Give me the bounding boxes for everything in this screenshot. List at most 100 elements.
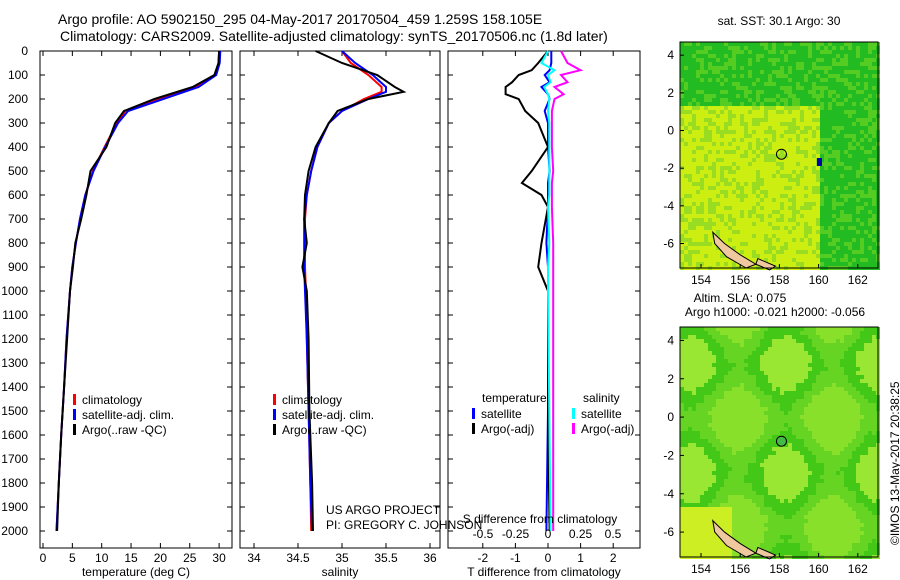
map-pixel xyxy=(684,463,688,467)
map-pixel xyxy=(816,459,820,463)
map-pixel xyxy=(872,142,876,146)
map-pixel xyxy=(832,50,836,54)
map-pixel xyxy=(728,327,732,331)
map-pixel xyxy=(708,214,712,218)
map-pixel xyxy=(828,166,832,170)
map-pixel xyxy=(712,70,716,74)
map-pixel xyxy=(748,70,752,74)
map-pixel xyxy=(740,66,744,70)
map-pixel xyxy=(788,166,792,170)
map-pixel xyxy=(820,238,824,242)
map-pixel xyxy=(728,335,732,339)
map-pixel xyxy=(820,122,824,126)
map-pixel xyxy=(708,202,712,206)
map-pixel xyxy=(736,475,740,479)
map-pixel xyxy=(732,419,736,423)
map-pixel xyxy=(856,447,860,451)
map-pixel xyxy=(724,66,728,70)
map-pixel xyxy=(708,234,712,238)
map-pixel xyxy=(808,154,812,158)
map-pixel xyxy=(872,222,876,226)
map-pixel xyxy=(732,70,736,74)
map-pixel xyxy=(836,411,840,415)
map-pixel xyxy=(812,198,816,202)
map-pixel xyxy=(692,70,696,74)
map-pixel xyxy=(840,327,844,331)
map-pixel xyxy=(692,54,696,58)
map-pixel xyxy=(828,391,832,395)
map-pixel xyxy=(840,254,844,258)
map-pixel xyxy=(720,379,724,383)
map-pixel xyxy=(736,471,740,475)
map-pixel xyxy=(728,423,732,427)
map-pixel xyxy=(792,198,796,202)
map-pixel xyxy=(828,367,832,371)
map-pixel xyxy=(796,395,800,399)
map-pixel xyxy=(828,258,832,262)
map-pixel xyxy=(780,407,784,411)
map-pixel xyxy=(820,138,824,142)
map-pixel xyxy=(716,459,720,463)
map-pixel xyxy=(856,407,860,411)
map-pixel xyxy=(696,439,700,443)
map-pixel xyxy=(816,146,820,150)
map-pixel xyxy=(788,258,792,262)
map-pixel xyxy=(872,375,876,379)
map-pixel xyxy=(704,102,708,106)
map-pixel xyxy=(712,471,716,475)
map-pixel xyxy=(700,411,704,415)
map-pixel xyxy=(784,455,788,459)
map-pixel xyxy=(724,222,728,226)
map-pixel xyxy=(792,447,796,451)
map-pixel xyxy=(868,367,872,371)
map-pixel xyxy=(728,50,732,54)
map-pixel xyxy=(688,170,692,174)
map-pixel xyxy=(716,359,720,363)
map-pixel xyxy=(740,134,744,138)
map-pixel xyxy=(844,431,848,435)
map-pixel xyxy=(772,66,776,70)
map-pixel xyxy=(696,162,700,166)
map-pixel xyxy=(816,331,820,335)
map-pixel xyxy=(732,467,736,471)
map-pixel xyxy=(816,110,820,114)
map-pixel xyxy=(752,154,756,158)
map-pixel xyxy=(736,355,740,359)
map-pixel xyxy=(816,182,820,186)
map-pixel xyxy=(756,379,760,383)
map-pixel xyxy=(692,202,696,206)
map-pixel xyxy=(708,142,712,146)
map-pixel xyxy=(848,78,852,82)
map-pixel xyxy=(712,262,716,266)
map-pixel xyxy=(756,351,760,355)
map-pixel xyxy=(680,387,684,391)
map-pixel xyxy=(840,198,844,202)
map-pixel xyxy=(688,395,692,399)
map-pixel xyxy=(864,90,868,94)
map-pixel xyxy=(808,447,812,451)
map-pixel xyxy=(700,66,704,70)
map-pixel xyxy=(860,170,864,174)
map-pixel xyxy=(772,234,776,238)
map-pixel xyxy=(844,54,848,58)
map-pixel xyxy=(780,371,784,375)
map-pixel xyxy=(804,90,808,94)
map-pixel xyxy=(852,355,856,359)
map-pixel xyxy=(792,154,796,158)
map-pixel xyxy=(736,130,740,134)
map-pixel xyxy=(736,250,740,254)
map-pixel xyxy=(800,62,804,66)
map-pixel xyxy=(736,166,740,170)
map-pixel xyxy=(844,335,848,339)
map-pixel xyxy=(784,86,788,90)
map-pixel xyxy=(796,238,800,242)
map-pixel xyxy=(824,90,828,94)
map-pixel xyxy=(792,258,796,262)
map-pixel xyxy=(832,467,836,471)
map-pixel xyxy=(856,174,860,178)
map-pixel xyxy=(752,170,756,174)
map-pixel xyxy=(828,158,832,162)
map-pixel xyxy=(840,94,844,98)
map-pixel xyxy=(740,226,744,230)
map-pixel xyxy=(796,46,800,50)
